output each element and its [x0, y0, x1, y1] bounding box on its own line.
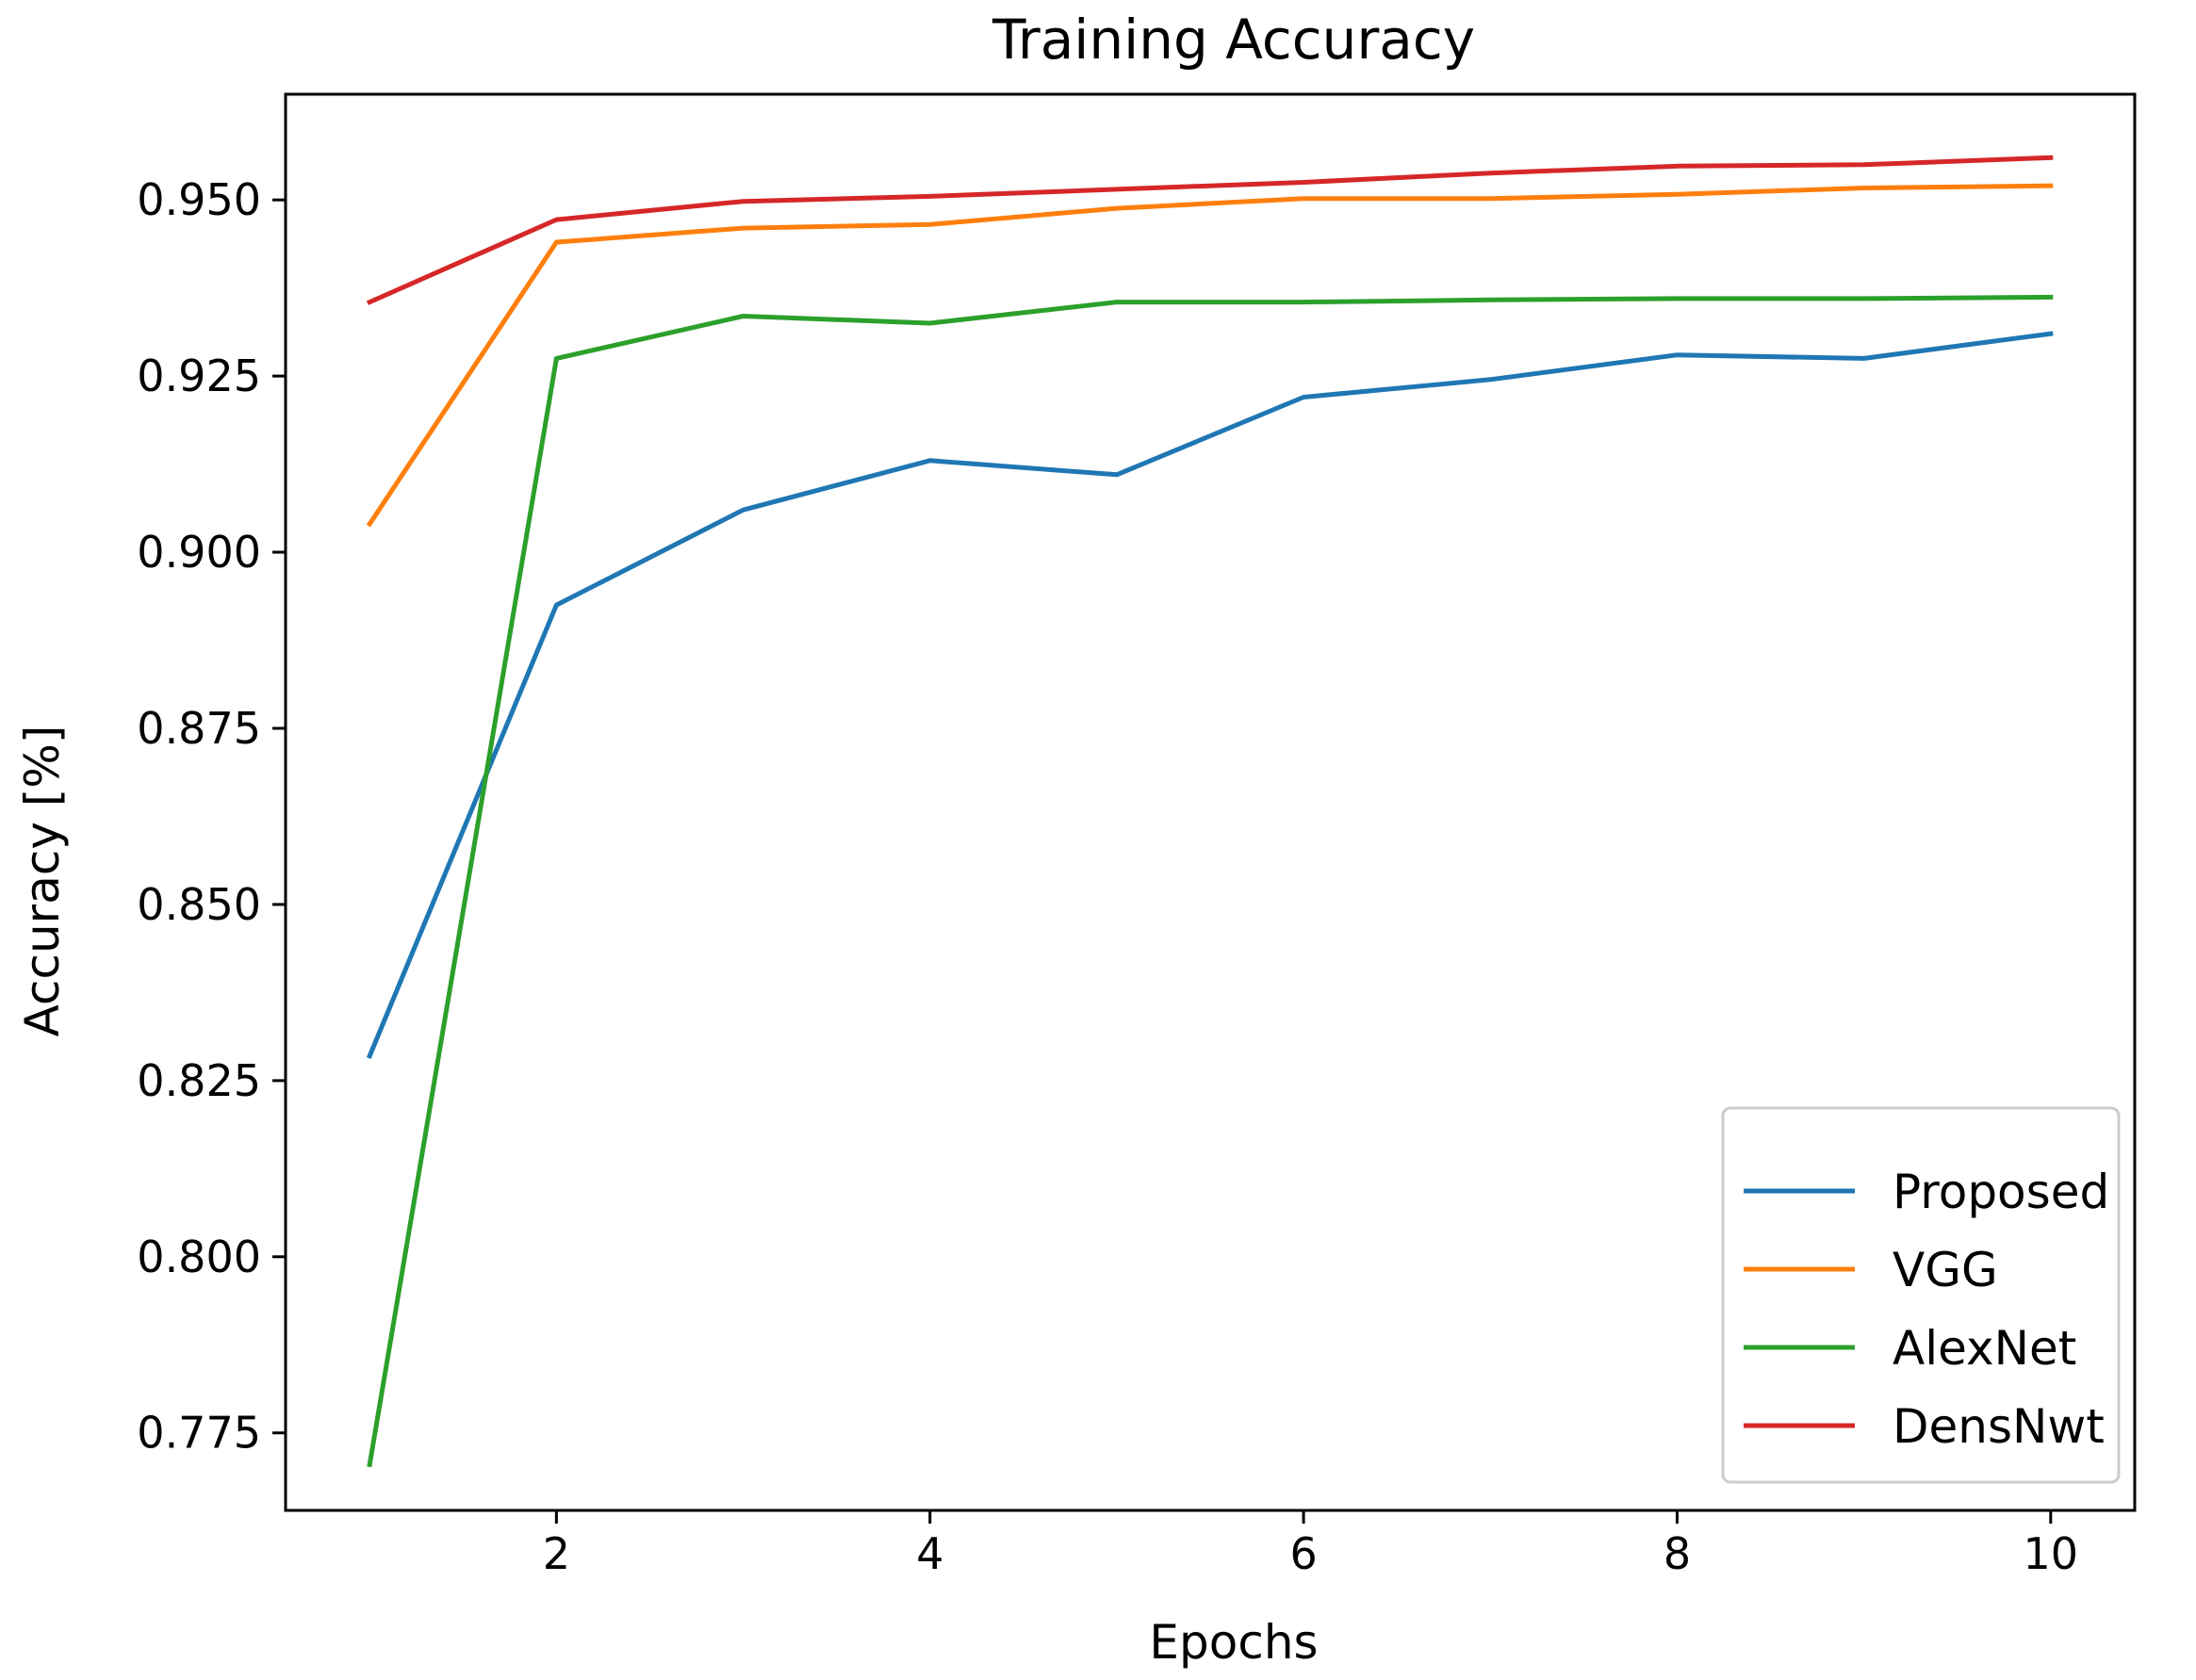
- legend-box: [1721, 1106, 2121, 1484]
- plot-frame: [284, 92, 2137, 1512]
- x-axis-title: Epochs: [1149, 1615, 1318, 1670]
- legend-label-densnwt: DensNwt: [1893, 1399, 2105, 1454]
- x-tick-label-2: 2: [543, 1528, 570, 1579]
- series-line-proposed: [366, 331, 2054, 1059]
- series-line-alexnet: [367, 294, 2054, 1468]
- legend-label-vgg: VGG: [1893, 1243, 1998, 1297]
- chart-title: Training Accuracy: [991, 8, 1475, 72]
- y-tick-label-0.900: 0.900: [137, 527, 261, 578]
- y-axis-title: Accuracy [%]: [15, 726, 70, 1037]
- x-tick-label-4: 4: [916, 1528, 943, 1579]
- series-line-vgg: [366, 183, 2054, 528]
- y-tick-label-0.950: 0.950: [137, 174, 261, 225]
- legend-label-alexnet: AlexNet: [1893, 1321, 2076, 1376]
- y-tick-label-0.825: 0.825: [137, 1055, 261, 1106]
- legend-label-proposed: Proposed: [1893, 1165, 2109, 1219]
- x-tick-label-8: 8: [1663, 1528, 1691, 1579]
- y-tick-label-0.875: 0.875: [137, 703, 261, 754]
- y-tick-label-0.775: 0.775: [137, 1408, 261, 1459]
- x-tick-label-10: 10: [2024, 1528, 2079, 1579]
- y-tick-label-0.850: 0.850: [137, 879, 261, 930]
- y-tick-label-0.800: 0.800: [137, 1231, 261, 1282]
- x-tick-label-6: 6: [1289, 1528, 1317, 1579]
- y-tick-label-0.925: 0.925: [137, 351, 261, 401]
- plot-area: 2 4 6 8 10 0.775 0.800 0.825 0.850 0.875 0.900 0.92…: [137, 92, 2137, 1579]
- series-line-densnwt: [366, 155, 2054, 305]
